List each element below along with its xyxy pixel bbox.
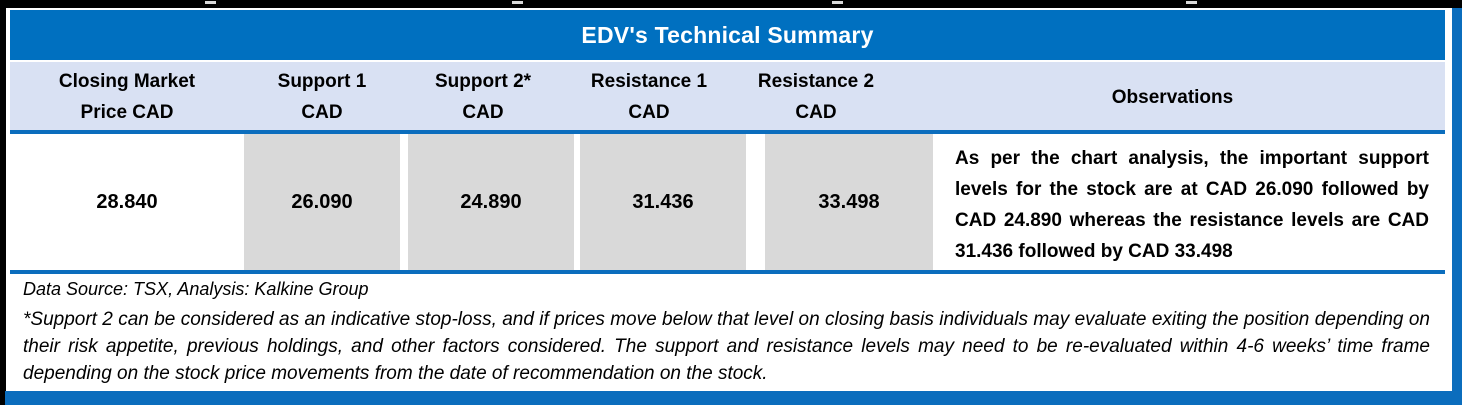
- header-observations: Observations: [1111, 86, 1234, 108]
- table-title: EDV's Technical Summary: [581, 21, 874, 48]
- support-2-footnote: *Support 2 can be considered as an indic…: [23, 309, 1430, 384]
- header-closing-market-price: Closing Market Price CAD: [58, 71, 196, 123]
- cell-support-2: 24.890: [408, 134, 580, 270]
- header-support-2: Support 2* CAD: [434, 71, 532, 123]
- cell-observations: As per the chart analysis, the important…: [955, 148, 1429, 262]
- frame-left-border: [0, 0, 6, 405]
- frame-bottom-border: [5, 391, 1462, 405]
- data-separator-rule: [10, 270, 1445, 274]
- top-edge-artifact: [205, 1, 216, 4]
- top-edge-artifact: [1186, 1, 1197, 4]
- table-header-row: Closing Market Price CAD Support 1 CAD S…: [10, 62, 1445, 130]
- header-resistance-2: Resistance 2 CAD: [757, 71, 875, 123]
- top-edge-artifact: [832, 1, 843, 4]
- cell-support-1: 26.090: [244, 134, 408, 270]
- table-title-bar: EDV's Technical Summary: [10, 10, 1445, 60]
- summary-table: EDV's Technical Summary Closing Market P…: [10, 8, 1445, 390]
- header-separator-rule: [10, 130, 1445, 134]
- frame-right-border: [1452, 8, 1462, 405]
- data-source-note: Data Source: TSX, Analysis: Kalkine Grou…: [23, 278, 369, 299]
- cell-resistance-1: 31.436: [580, 134, 760, 270]
- header-support-1: Support 1 CAD: [277, 71, 367, 123]
- cell-closing-price: 28.840: [96, 190, 158, 213]
- table-data-row: 28.840 26.090 24.890 31.436 33.498 As pe…: [10, 134, 1445, 270]
- header-resistance-1: Resistance 1 CAD: [590, 71, 708, 123]
- cell-resistance-2: 33.498: [760, 134, 941, 270]
- frame-top-border: [0, 0, 1462, 8]
- top-edge-artifact: [512, 1, 523, 4]
